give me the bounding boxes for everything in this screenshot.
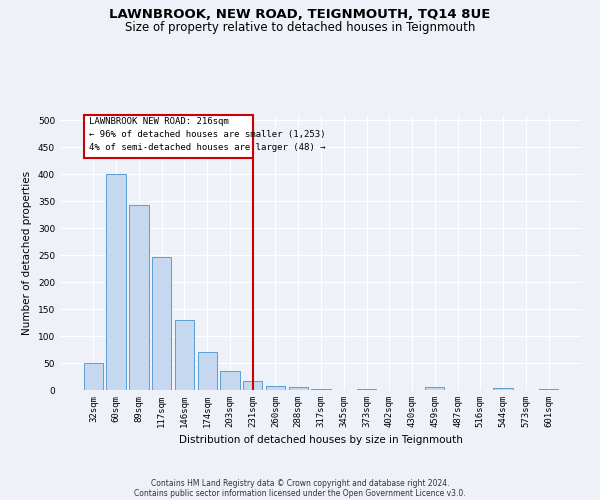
Text: Size of property relative to detached houses in Teignmouth: Size of property relative to detached ho… bbox=[125, 21, 475, 34]
Bar bbox=[425, 388, 445, 390]
Text: LAWNBROOK NEW ROAD: 216sqm: LAWNBROOK NEW ROAD: 216sqm bbox=[89, 117, 229, 126]
Bar bbox=[175, 320, 194, 390]
Text: 4% of semi-detached houses are larger (48) →: 4% of semi-detached houses are larger (4… bbox=[89, 143, 325, 152]
Bar bbox=[129, 205, 149, 390]
Bar bbox=[493, 388, 513, 390]
Bar bbox=[84, 363, 103, 390]
Bar bbox=[266, 386, 285, 390]
Bar bbox=[106, 174, 126, 390]
Bar bbox=[197, 352, 217, 390]
Y-axis label: Number of detached properties: Number of detached properties bbox=[22, 170, 32, 334]
Text: ← 96% of detached houses are smaller (1,253): ← 96% of detached houses are smaller (1,… bbox=[89, 130, 325, 139]
Bar bbox=[539, 389, 558, 390]
Text: LAWNBROOK, NEW ROAD, TEIGNMOUTH, TQ14 8UE: LAWNBROOK, NEW ROAD, TEIGNMOUTH, TQ14 8U… bbox=[109, 8, 491, 20]
Text: Contains HM Land Registry data © Crown copyright and database right 2024.: Contains HM Land Registry data © Crown c… bbox=[151, 478, 449, 488]
Text: Contains public sector information licensed under the Open Government Licence v3: Contains public sector information licen… bbox=[134, 488, 466, 498]
FancyBboxPatch shape bbox=[84, 115, 253, 158]
Bar bbox=[289, 387, 308, 390]
Bar bbox=[220, 370, 239, 390]
Text: Distribution of detached houses by size in Teignmouth: Distribution of detached houses by size … bbox=[179, 435, 463, 445]
Bar bbox=[243, 382, 262, 390]
Bar bbox=[152, 258, 172, 390]
